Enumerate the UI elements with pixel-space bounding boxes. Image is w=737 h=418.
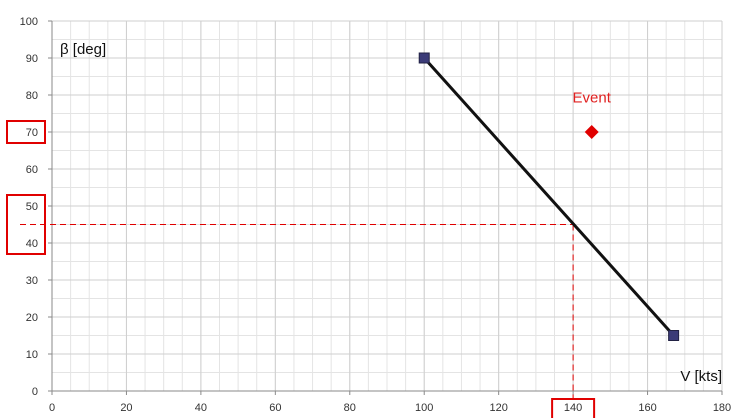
event-annotation: Event: [573, 89, 612, 106]
x-tick-label: 140: [564, 402, 582, 414]
reference-lines: [20, 224, 574, 399]
x-tick-label: 120: [489, 402, 507, 414]
x-tick-label: 180: [713, 402, 731, 414]
y-tick-label: 30: [26, 275, 38, 287]
x-tick-label: 20: [120, 402, 132, 414]
x-tick-labels: 0 20 40 60 80 100 120 140 160 180: [49, 402, 731, 414]
y-tick-label: 50: [26, 201, 38, 213]
x-tick-highlight-box: [551, 398, 596, 418]
series-layer: [418, 52, 680, 341]
y-tick-highlight-box: [6, 120, 46, 144]
y-axis-label: β [deg]: [60, 41, 106, 58]
y-tick-label: 60: [26, 164, 38, 176]
y-tick-label: 20: [26, 312, 38, 324]
annotations: Event: [573, 89, 612, 106]
series-line: [423, 56, 675, 337]
x-tick-label: 160: [638, 402, 656, 414]
data-point-square: [418, 52, 430, 64]
y-tick-label: 10: [26, 349, 38, 361]
x-axis-label: V [kts]: [680, 368, 722, 385]
y-tick-labels: 0 10 20 30 40 50 60 70 80 90 100: [20, 16, 38, 398]
x-tick-label: 0: [49, 402, 55, 414]
event-point-diamond: [584, 125, 599, 139]
x-tick-label: 40: [195, 402, 207, 414]
axes: [48, 20, 723, 395]
y-tick-label: 80: [26, 90, 38, 102]
x-tick-label: 80: [344, 402, 356, 414]
y-tick-label: 40: [26, 238, 38, 250]
y-tick-label: 70: [26, 127, 38, 139]
x-tick-label: 100: [415, 402, 433, 414]
y-tick-label: 100: [20, 16, 38, 28]
highlight-boxes: [6, 120, 596, 418]
y-tick-label: 0: [32, 386, 38, 398]
data-point-square: [668, 330, 680, 341]
y-tick-label: 90: [26, 53, 38, 65]
x-tick-label: 60: [269, 402, 281, 414]
y-tick-highlight-box: [6, 194, 46, 255]
